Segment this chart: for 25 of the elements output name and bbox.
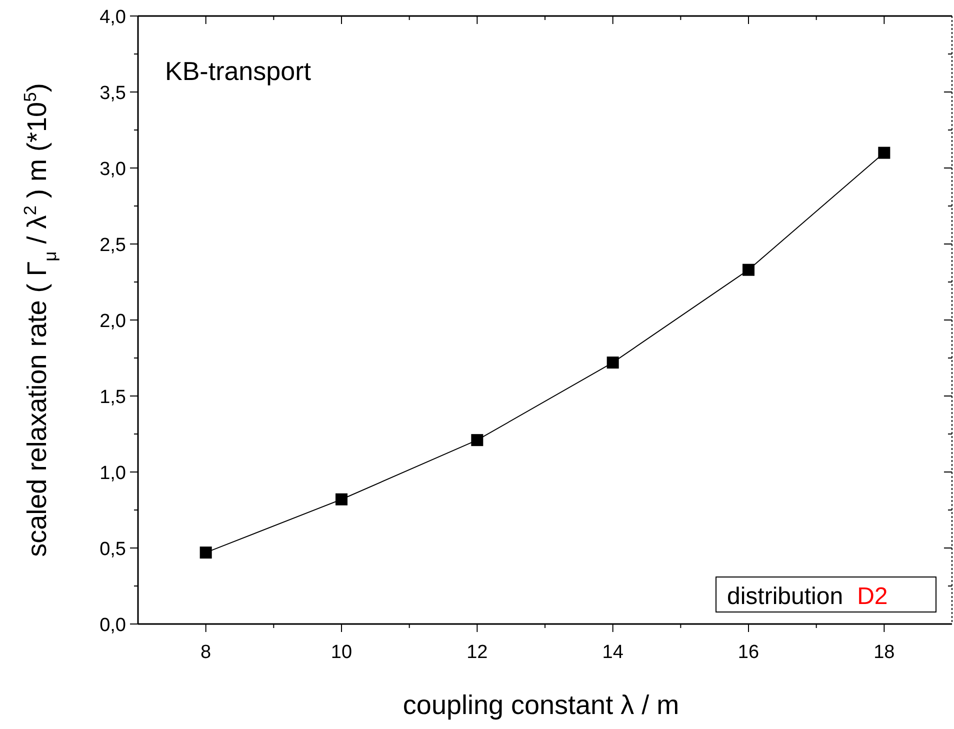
y-tick-label: 3,0 (100, 159, 126, 180)
x-tick-label: 8 (200, 642, 212, 663)
x-tick-label: 10 (330, 642, 352, 663)
point (336, 493, 348, 506)
y-tick-label: 0,5 (100, 539, 126, 560)
point (742, 264, 754, 276)
x-tick-label: 16 (738, 642, 760, 663)
y-tick-label: 1,5 (100, 387, 126, 408)
point (200, 546, 212, 559)
y-tick-label: 0,0 (100, 615, 126, 636)
annotation: distribution (727, 583, 844, 610)
annotation: KB-transport (165, 56, 312, 86)
x-tick-label: 12 (466, 642, 488, 663)
y-tick-label: 2,5 (100, 235, 126, 256)
annotation: D2 (857, 583, 888, 610)
x-tick-label: 18 (874, 642, 895, 663)
y-tick-label: 1,0 (100, 463, 126, 484)
y-tick-label: 2,0 (100, 311, 126, 332)
x-tick-label: 14 (602, 642, 624, 663)
y-tick-label: 4,0 (100, 7, 126, 28)
y-tick-label: 3,5 (100, 83, 126, 104)
x-axis-title: coupling constant λ / m (402, 690, 680, 720)
point (878, 146, 890, 159)
point (471, 434, 484, 446)
point (606, 356, 619, 369)
